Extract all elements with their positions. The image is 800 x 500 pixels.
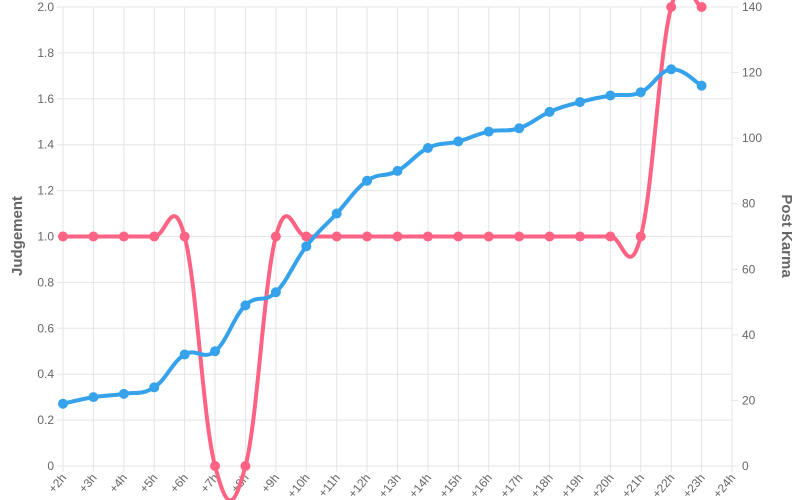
series-line xyxy=(62,67,703,406)
data-point xyxy=(331,231,342,242)
data-point xyxy=(149,382,160,393)
y-axis-title: Judgement xyxy=(9,196,26,276)
data-point xyxy=(58,398,68,409)
y2-tick-label: 40 xyxy=(742,328,756,342)
data-point xyxy=(179,231,190,242)
x-tick-label: +11h xyxy=(315,471,343,500)
data-point xyxy=(270,287,281,298)
y2-tick-label: 120 xyxy=(742,66,762,80)
data-point xyxy=(118,231,129,242)
y2-tick-label: 0 xyxy=(742,459,749,473)
x-tick-label: +20h xyxy=(589,471,617,500)
data-point xyxy=(696,2,707,12)
x-tick-label: +18h xyxy=(528,471,556,500)
data-point xyxy=(392,165,403,176)
y-tick-label: 1.2 xyxy=(37,184,54,198)
data-point xyxy=(574,231,585,242)
data-point xyxy=(58,231,68,242)
x-tick-label: +2h xyxy=(45,471,69,496)
data-point xyxy=(544,106,555,117)
data-point xyxy=(362,175,373,186)
x-tick-label: +10h xyxy=(284,471,312,500)
data-point xyxy=(88,392,99,403)
x-tick-label: +9h xyxy=(258,471,282,496)
data-point xyxy=(635,231,646,242)
data-point xyxy=(514,231,525,242)
x-tick-label: +4h xyxy=(106,471,130,496)
series-line xyxy=(63,0,703,500)
x-tick-label: +21h xyxy=(619,471,647,500)
data-point xyxy=(301,241,312,252)
x-tick-label: +24h xyxy=(710,471,738,500)
data-point xyxy=(605,90,616,101)
y-tick-label: 0 xyxy=(47,459,54,473)
data-point xyxy=(605,231,616,242)
x-tick-label: +19h xyxy=(558,471,586,500)
data-point xyxy=(544,231,555,242)
x-tick-label: +5h xyxy=(137,471,161,496)
x-tick-label: +16h xyxy=(467,471,495,500)
x-tick-label: +23h xyxy=(680,471,708,500)
data-point xyxy=(483,126,494,137)
x-tick-label: +3h xyxy=(76,471,100,496)
y2-tick-label: 80 xyxy=(742,197,756,211)
data-point xyxy=(422,231,433,242)
x-tick-label: +15h xyxy=(437,471,465,500)
x-tick-label: +22h xyxy=(649,471,677,500)
data-point xyxy=(392,231,403,242)
data-point xyxy=(240,461,251,471)
data-point xyxy=(210,346,221,357)
data-point xyxy=(514,123,525,134)
data-point xyxy=(422,142,433,153)
data-point xyxy=(179,349,190,360)
data-point xyxy=(696,80,707,91)
x-tick-label: +6h xyxy=(167,471,191,496)
y2-axis-title: Post Karma xyxy=(778,194,795,278)
data-point xyxy=(118,388,129,399)
y2-tick-label: 20 xyxy=(742,393,756,407)
data-point xyxy=(149,231,160,242)
data-point xyxy=(88,231,99,242)
data-point xyxy=(453,136,464,147)
data-point xyxy=(453,231,464,242)
y-tick-label: 1.8 xyxy=(37,46,54,60)
data-point xyxy=(270,231,281,242)
y-tick-label: 0.6 xyxy=(37,321,54,335)
y-tick-label: 1.0 xyxy=(37,230,54,244)
y2-tick-label: 100 xyxy=(742,131,762,145)
x-tick-label: +13h xyxy=(376,471,404,500)
data-point xyxy=(635,87,646,98)
data-point xyxy=(483,231,494,242)
y-tick-label: 1.4 xyxy=(37,138,54,152)
y-tick-label: 2.0 xyxy=(37,0,54,14)
data-point xyxy=(240,300,251,311)
data-point xyxy=(301,231,312,242)
y2-tick-label: 140 xyxy=(742,0,762,14)
y-tick-label: 0.8 xyxy=(37,275,54,289)
data-point xyxy=(331,208,342,219)
y-tick-label: 0.2 xyxy=(37,413,54,427)
y-tick-label: 0.4 xyxy=(37,367,54,381)
x-tick-label: +17h xyxy=(497,471,525,500)
y2-tick-label: 60 xyxy=(742,262,756,276)
y-tick-label: 1.6 xyxy=(37,92,54,106)
data-point xyxy=(666,2,677,12)
data-point xyxy=(210,461,221,471)
x-tick-label: +14h xyxy=(406,471,434,500)
data-point xyxy=(666,64,677,75)
x-tick-label: +12h xyxy=(345,471,373,500)
data-point xyxy=(574,97,585,108)
data-point xyxy=(362,231,373,242)
